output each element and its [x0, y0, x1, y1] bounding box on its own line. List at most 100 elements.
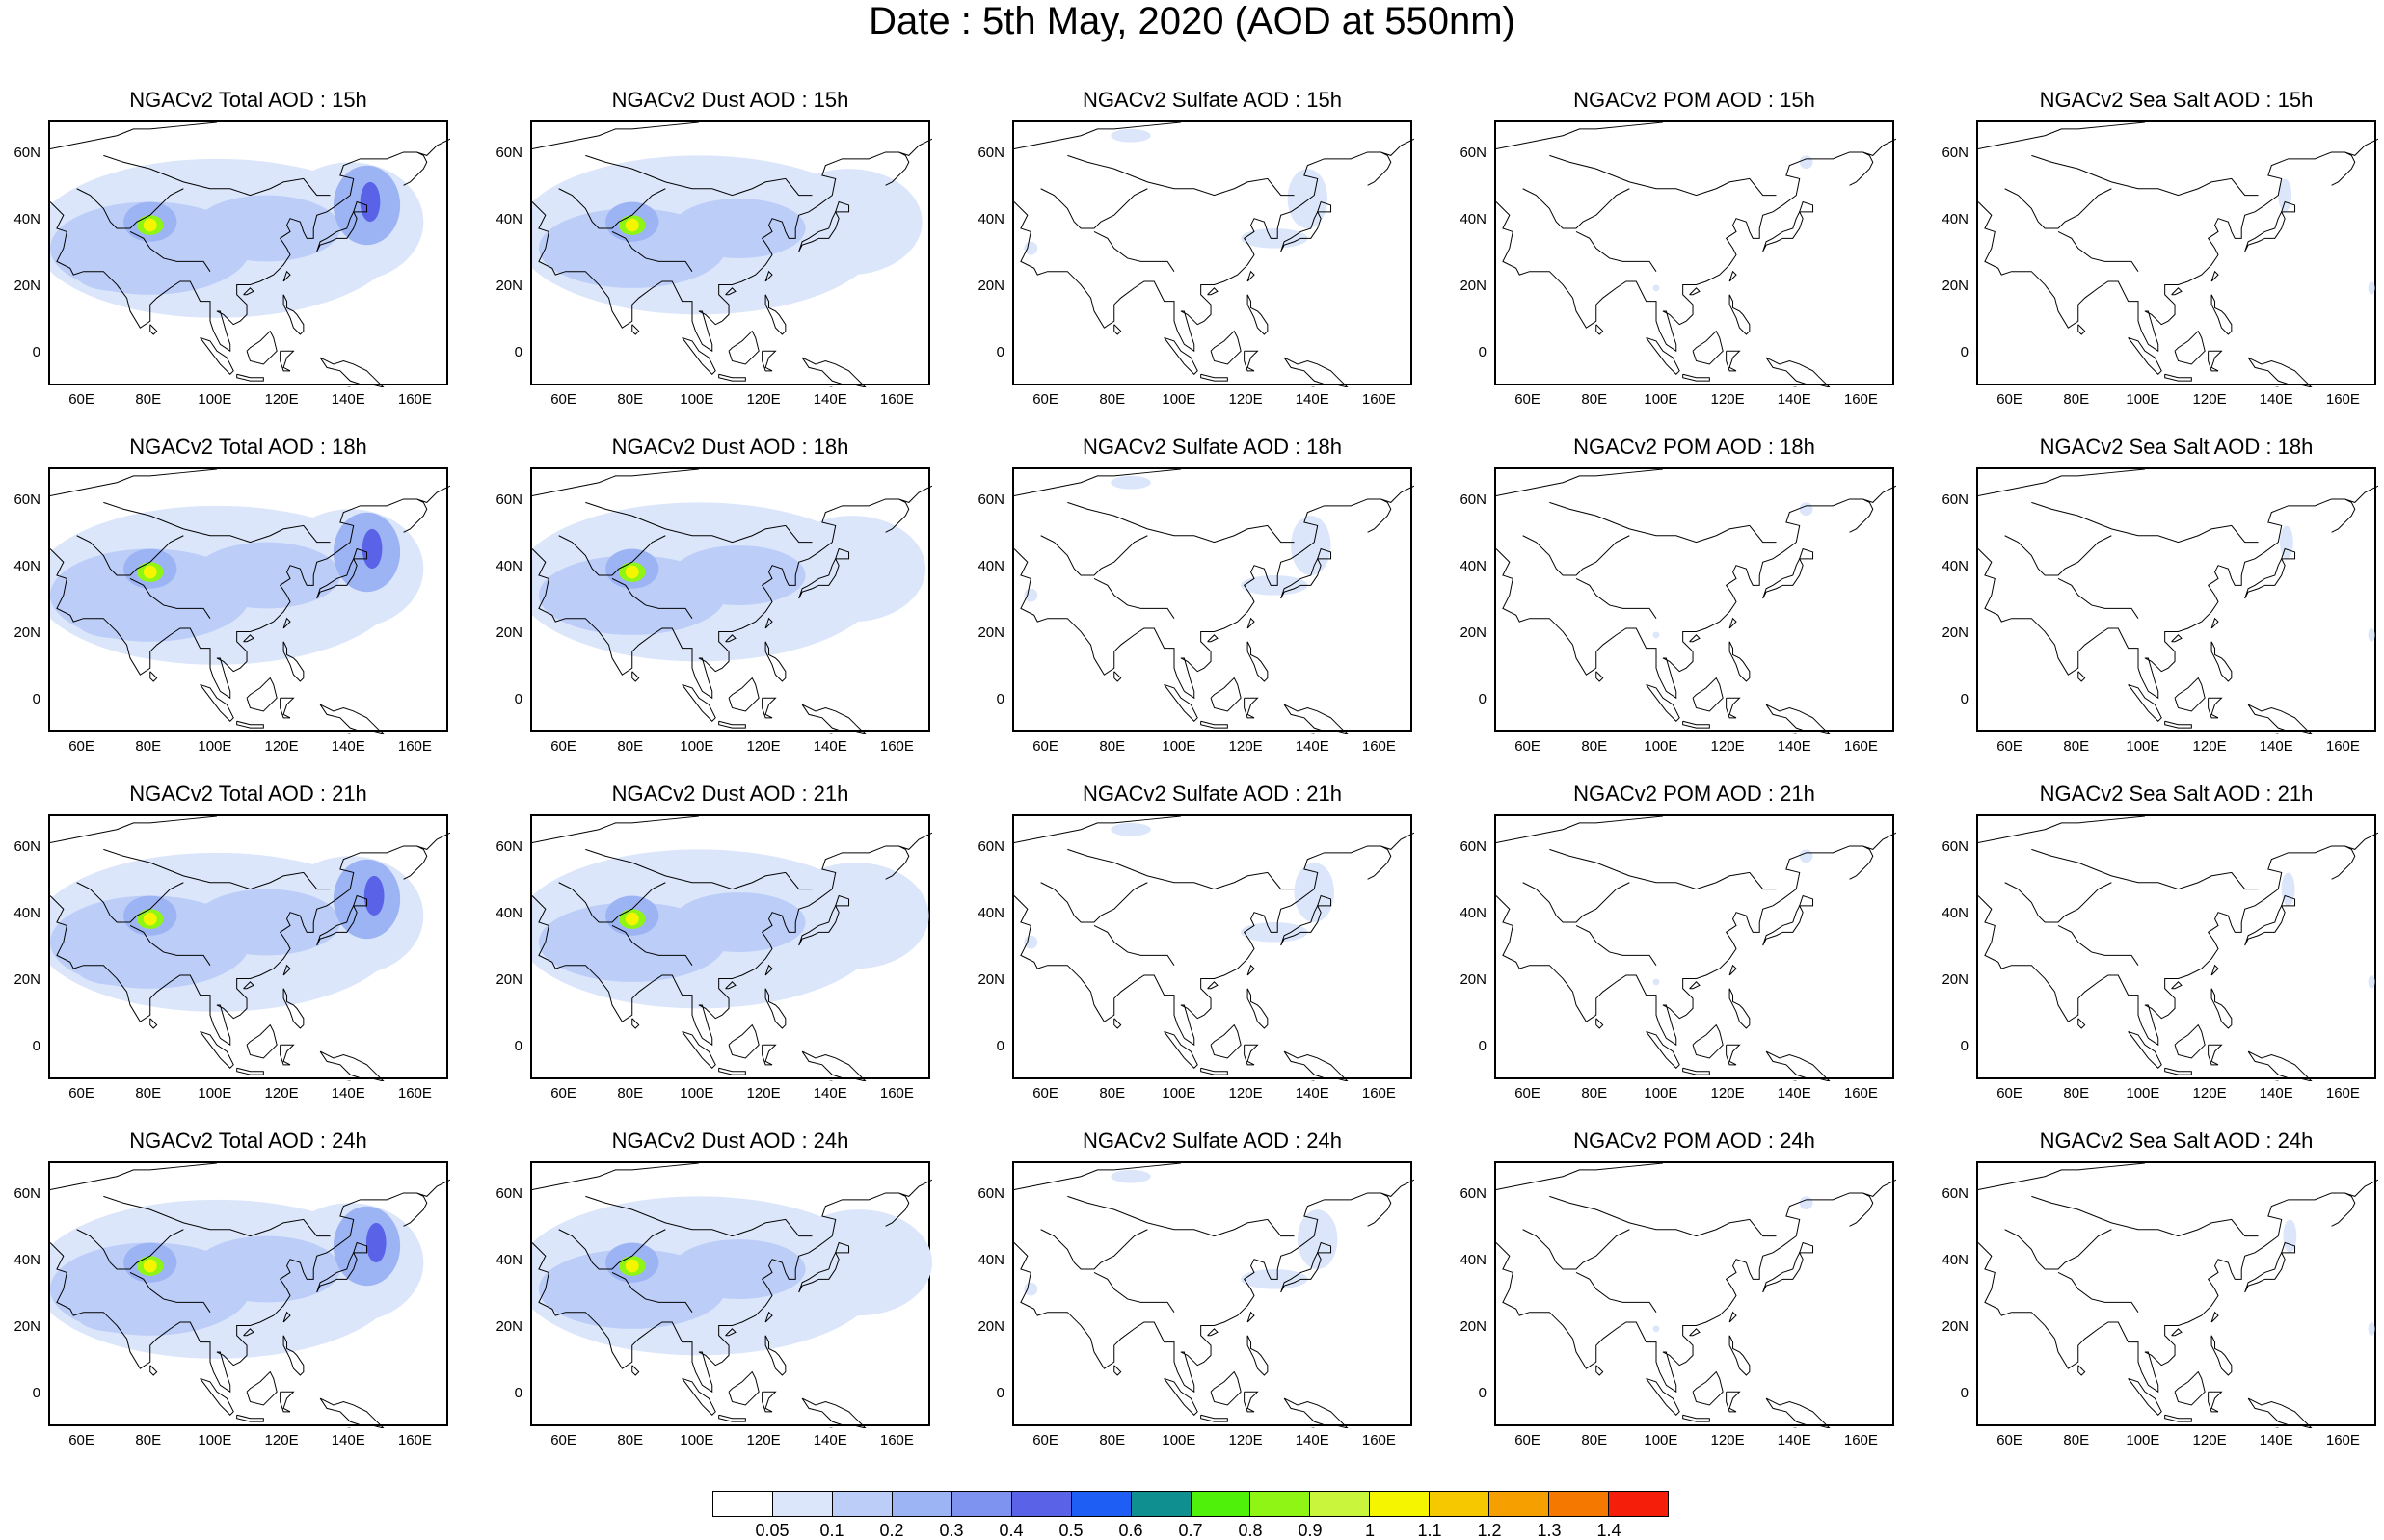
- lat-tick-label: 60N: [13, 1185, 40, 1203]
- lat-tick-label: 40N: [1942, 211, 1969, 228]
- coastline: [1210, 677, 1242, 712]
- lon-tick-label: 140E: [813, 738, 847, 755]
- coastline: [1692, 1370, 1724, 1406]
- lon-tick-label: 80E: [135, 1085, 162, 1102]
- coastline: [558, 882, 666, 923]
- lon-tick-label: 100E: [1644, 738, 1678, 755]
- coastline: [2031, 1195, 2259, 1237]
- coastline: [585, 848, 813, 890]
- coastline: [149, 1018, 158, 1029]
- map-frame: [48, 467, 450, 734]
- map-panel: NGACv2 Sea Salt AOD : 15h 60N 40N 20N 0 60E 80…: [1942, 88, 2378, 408]
- lon-tick-label: 120E: [1228, 391, 1263, 408]
- coastline: [1728, 1335, 1751, 1376]
- coastline: [1244, 1391, 1259, 1413]
- coastline: [1367, 845, 1392, 880]
- lat-tick-label: 60N: [1460, 491, 1487, 509]
- coastline: [2164, 373, 2192, 382]
- coastline: [76, 882, 184, 923]
- lon-tick-label: 100E: [680, 1085, 714, 1102]
- lon-tick-label: 140E: [2259, 738, 2293, 755]
- coastline: [246, 677, 278, 712]
- lon-tick-label: 120E: [1710, 738, 1745, 755]
- coastline: [1367, 151, 1392, 186]
- lat-tick-label: 40N: [13, 1252, 40, 1269]
- lon-tick-label: 160E: [879, 1432, 914, 1448]
- coastline: [1246, 641, 1269, 682]
- lat-tick-label: 60N: [13, 491, 40, 509]
- lat-tick-label: 40N: [1460, 211, 1487, 228]
- lat-tick-label: 0: [996, 343, 1004, 360]
- map-panel: NGACv2 POM AOD : 24h 60N 40N 20N 0 60E 80E 100E…: [1460, 1128, 1896, 1448]
- aod-field-patch: [785, 1209, 932, 1316]
- lat-tick-label: 20N: [978, 1317, 1004, 1335]
- coastline: [103, 501, 331, 544]
- lon-tick-label: 120E: [1710, 1085, 1745, 1102]
- coastline: [50, 1179, 450, 1394]
- coastline: [1549, 848, 1777, 890]
- lon-tick-label: 100E: [2126, 1432, 2160, 1448]
- coastline: [1549, 1195, 1777, 1237]
- colorbar-label: 0.9: [1298, 1521, 1323, 1540]
- map-frame: [1976, 120, 2378, 387]
- map-frame: [48, 1161, 450, 1428]
- coastline: [50, 122, 217, 149]
- lon-tick-label: 120E: [1228, 1085, 1263, 1102]
- coastline: [2077, 671, 2086, 682]
- aod-field-patch: [2368, 628, 2375, 642]
- coastline: [585, 154, 813, 197]
- lon-tick-label: 100E: [1162, 738, 1196, 755]
- coastline: [2174, 1023, 2206, 1059]
- lat-tick-label: 0: [514, 1037, 522, 1054]
- lon-tick-label: 60E: [1032, 1432, 1058, 1448]
- aod-field-patch: [625, 218, 639, 232]
- coastline: [200, 683, 234, 722]
- lon-tick-label: 120E: [746, 1432, 781, 1448]
- lat-tick-label: 60N: [1460, 838, 1487, 856]
- map-panel: NGACv2 Sea Salt AOD : 24h 60N 40N 20N 0 60E 80…: [1942, 1128, 2378, 1448]
- lat-tick-label: 40N: [978, 1252, 1004, 1269]
- map-panel: NGACv2 Dust AOD : 15h 60N 40N 20N 0 60E 80E 100…: [496, 88, 932, 408]
- coastline: [718, 1414, 746, 1422]
- coastline: [2247, 1397, 2313, 1428]
- lat-tick-label: 0: [514, 690, 522, 707]
- map-panel: NGACv2 POM AOD : 18h 60N 40N 20N 0 60E 80E 100E…: [1460, 435, 1896, 755]
- lon-tick-label: 80E: [617, 738, 644, 755]
- lon-tick-label: 140E: [331, 1085, 365, 1102]
- lon-tick-label: 100E: [1162, 391, 1196, 408]
- coastline: [1496, 1179, 1896, 1394]
- lat-tick-label: 40N: [496, 1252, 522, 1269]
- panel-title: NGACv2 Sea Salt AOD : 24h: [2039, 1128, 2314, 1153]
- coastline: [2171, 981, 2183, 990]
- lon-tick-label: 80E: [2063, 1432, 2090, 1448]
- lon-tick-label: 80E: [1099, 1085, 1126, 1102]
- coastline: [129, 230, 211, 272]
- coastline: [1200, 373, 1228, 382]
- aod-field-patch: [1024, 588, 1038, 602]
- coastline: [2247, 1050, 2313, 1081]
- lat-tick-label: 60N: [1460, 1185, 1487, 1203]
- lat-tick-label: 40N: [1942, 905, 1969, 922]
- coastline: [1496, 138, 1896, 353]
- aod-field-patch: [193, 889, 340, 956]
- coastline: [282, 964, 291, 976]
- map-panel: NGACv2 Sulfate AOD : 21h 60N 40N 20N 0 60E 80E…: [978, 782, 1414, 1102]
- coastline: [246, 1370, 278, 1406]
- coastline: [1762, 200, 1814, 252]
- lat-tick-label: 20N: [1460, 1317, 1487, 1335]
- coastline: [1067, 1195, 1295, 1237]
- lon-tick-label: 140E: [813, 1085, 847, 1102]
- aod-field-patch: [1799, 155, 1813, 170]
- lat-tick-label: 0: [32, 343, 40, 360]
- coastline: [129, 577, 211, 619]
- coastline: [1522, 1229, 1630, 1270]
- aod-field-patch: [1652, 1325, 1660, 1333]
- coastline: [1522, 188, 1630, 229]
- map-frame: [530, 467, 932, 734]
- coastline: [1849, 151, 1874, 186]
- coastline: [243, 287, 254, 296]
- aod-field-patch: [625, 1259, 639, 1273]
- colorbar-box: [1609, 1492, 1668, 1516]
- coastline: [2247, 357, 2313, 387]
- lon-tick-label: 80E: [135, 738, 162, 755]
